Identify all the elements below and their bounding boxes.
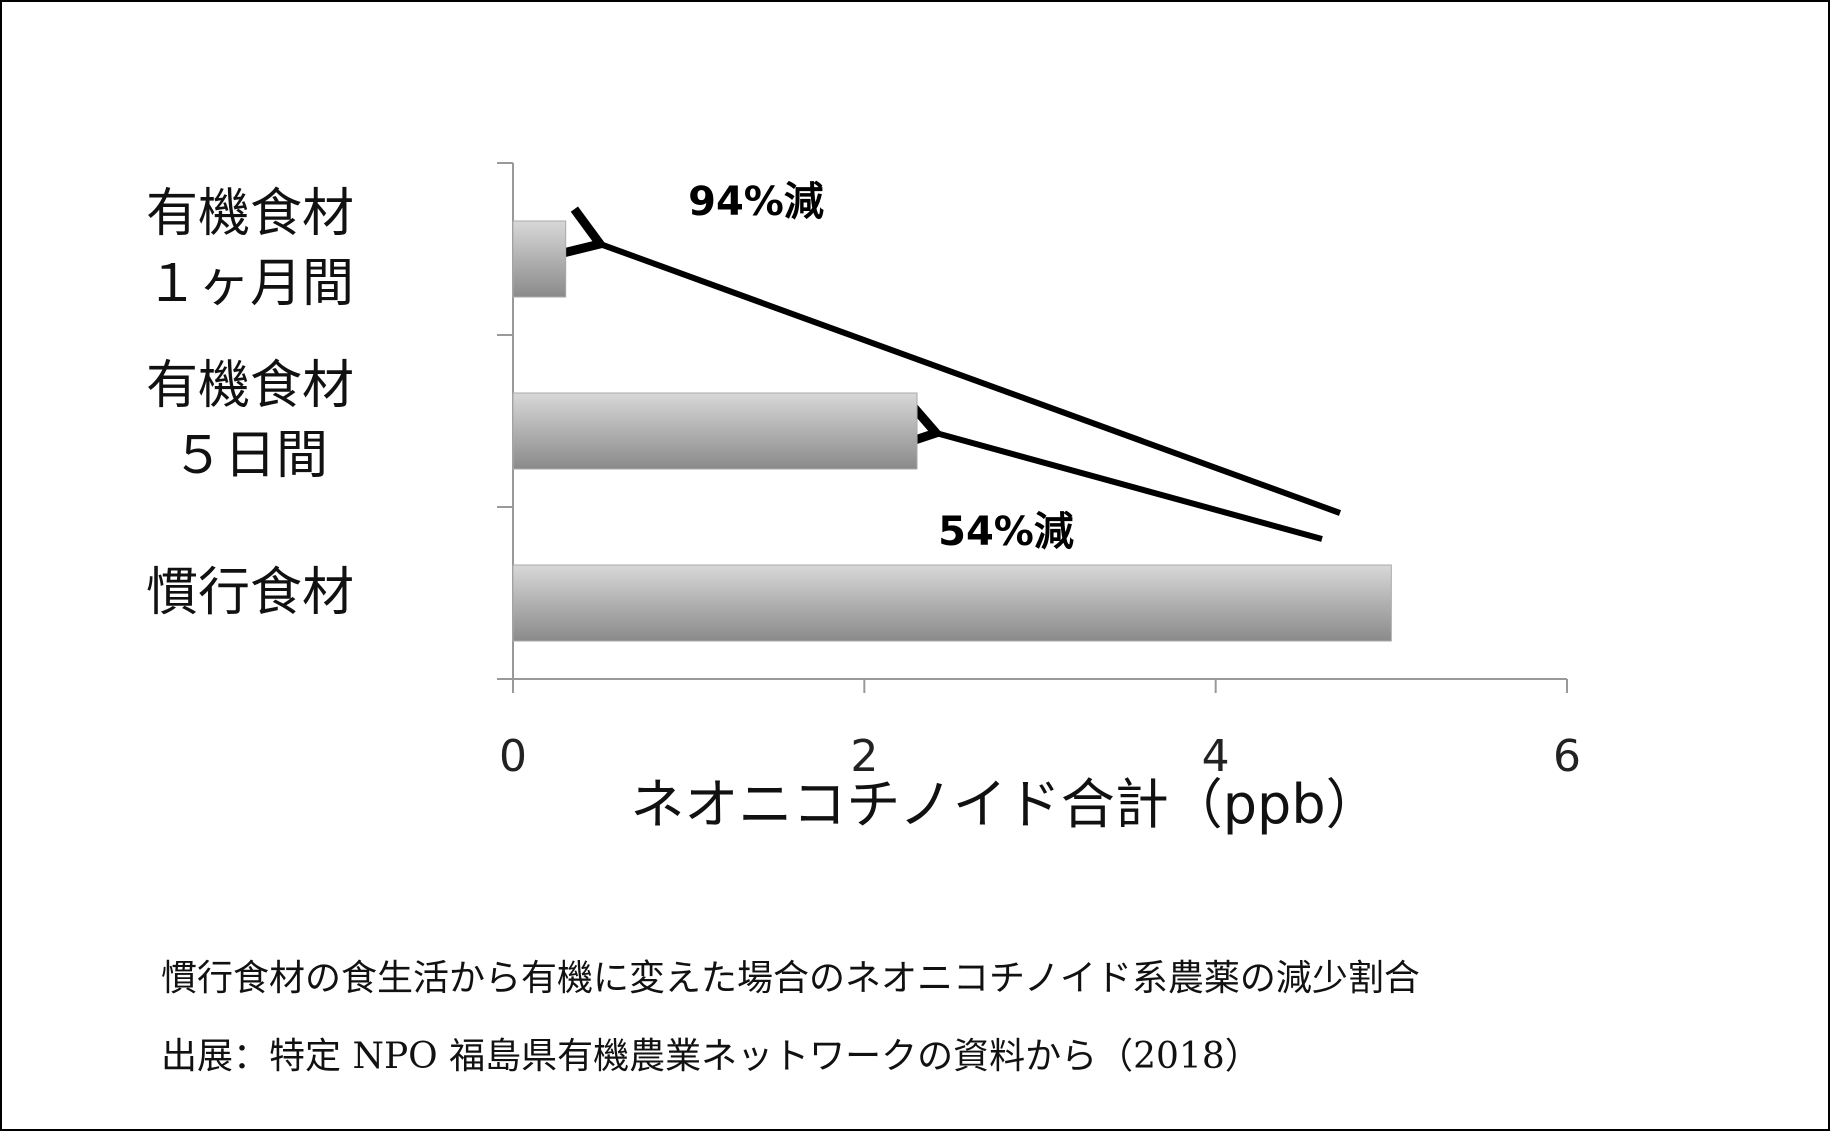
caption: 出展：特定 NPO 福島県有機農業ネットワークの資料から（2018） xyxy=(161,1036,1261,1077)
y-tick-label: 有機食材 １ヶ月間 xyxy=(145,184,354,314)
bar xyxy=(512,392,918,470)
arrow xyxy=(556,206,1342,516)
bar xyxy=(512,220,567,298)
x-axis-label: ネオニコチノイド合計（ppb） xyxy=(630,773,1379,836)
x-tick-label: 6 xyxy=(1553,731,1581,782)
x-tick-label: 2 xyxy=(850,731,878,782)
bar xyxy=(512,564,1392,642)
arrow xyxy=(893,397,1323,542)
y-tick-label: 慣行食材 xyxy=(145,563,354,623)
x-tick-label: 4 xyxy=(1202,731,1230,782)
x-tick-label: 0 xyxy=(499,731,527,782)
y-tick-label: 有機食材 ５日間 xyxy=(145,356,354,486)
caption: 慣行食材の食生活から有機に変えた場合のネオニコチノイド系農薬の減少割合 xyxy=(161,958,1420,999)
annotation: 94%減 xyxy=(688,179,824,225)
annotation: 54%減 xyxy=(938,509,1074,555)
